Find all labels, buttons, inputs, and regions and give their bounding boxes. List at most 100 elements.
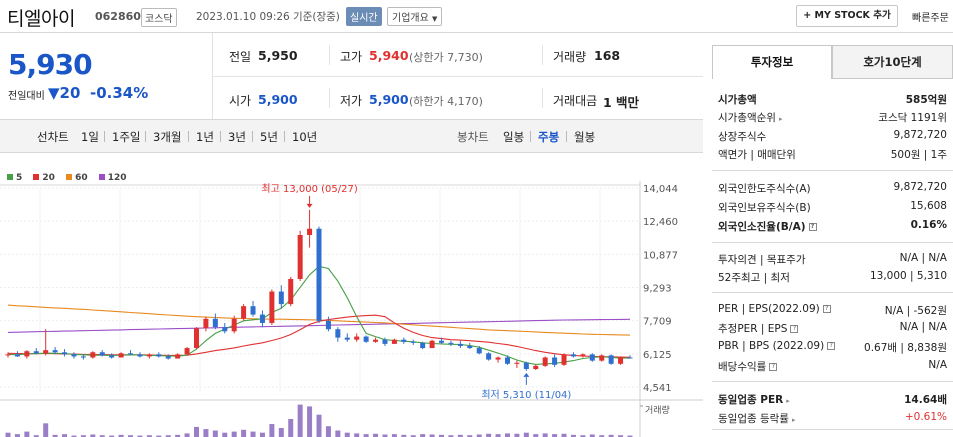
volume-bar (90, 434, 96, 437)
open-label: 시가 (229, 94, 252, 108)
candle-body (118, 353, 124, 358)
candle-body (344, 337, 350, 340)
candle-body (259, 314, 265, 323)
tab-order-book[interactable]: 호가10단계 (832, 45, 953, 79)
candle-weekly[interactable]: 주봉 (538, 130, 560, 144)
volume-bar (269, 424, 275, 437)
volume-bar (533, 434, 539, 437)
candle-body (373, 339, 379, 342)
candle-body (71, 354, 77, 357)
volume-bar (128, 435, 134, 437)
help-icon[interactable]: ? (808, 223, 817, 231)
volume-bar (24, 431, 30, 437)
candle-body (288, 278, 294, 305)
company-overview-label: 기업개요 (392, 13, 429, 24)
candle-body (335, 329, 341, 338)
period-1w[interactable]: 1주일 (112, 130, 141, 144)
realtime-badge[interactable]: 실시간 (346, 7, 382, 26)
low-annotation: 최저 5,310 (11/04) (481, 389, 571, 401)
volume-bar (212, 430, 218, 437)
period-5y[interactable]: 5년 (260, 130, 278, 144)
candle-body (391, 339, 397, 344)
candle-body (146, 354, 152, 357)
volume-bar (184, 433, 190, 437)
candle-body (307, 228, 313, 235)
period-3m[interactable]: 3개월 (153, 130, 182, 144)
invest-row-value: 9,872,720 (893, 181, 947, 193)
period-10y[interactable]: 10년 (292, 130, 318, 144)
candle-body (523, 362, 529, 370)
volume-bar (325, 426, 331, 437)
volume-bar (307, 406, 313, 437)
ma20-legend: 20 (33, 173, 55, 183)
ma120-legend: 120 (98, 173, 127, 183)
candle-body (203, 318, 209, 329)
volume-bar (570, 434, 576, 437)
lower-limit: (하한가 4,170) (409, 95, 483, 108)
candle-monthly[interactable]: 월봉 (574, 130, 596, 144)
period-3y[interactable]: 3년 (228, 130, 246, 144)
help-icon[interactable]: ? (769, 363, 778, 371)
invest-row-value: 13,000 | 5,310 (869, 270, 947, 282)
volume-bar (363, 434, 369, 437)
invest-row-value: 9,872,720 (893, 129, 947, 141)
invest-row-value: N/A (928, 359, 947, 371)
volume-label: 거래량 (553, 50, 587, 64)
prev-close-label: 전일 (229, 50, 252, 64)
volume-bar (33, 435, 39, 437)
invest-info-panel: 투자정보 호가10단계 시가총액 585억원 시가총액순위 ▸ 코스닥 1191위 상장주… (712, 45, 953, 437)
volume-bar (175, 434, 181, 437)
candle-body (542, 357, 548, 366)
candle-body (269, 291, 275, 323)
invest-row-value: N/A | N/A (899, 321, 947, 333)
candle-body (354, 336, 360, 340)
help-icon[interactable]: ? (790, 325, 799, 333)
candle-body (552, 357, 558, 365)
invest-row-value: N/A | N/A (899, 252, 947, 264)
caret-right-icon: ▸ (786, 397, 790, 405)
volume-bar (62, 434, 68, 437)
candle-body (109, 355, 115, 358)
invest-row-value: 코스닥 1191위 (878, 112, 947, 124)
candle-body (5, 354, 11, 356)
invest-row-label: 추정PER | EPS? (718, 321, 799, 336)
invest-row-label: 액면가 | 매매단위 (718, 149, 796, 161)
volume-bar (99, 435, 105, 437)
candle-daily[interactable]: 일봉 (503, 130, 525, 144)
invest-row-label: 투자의견 | 목표주가 (718, 254, 806, 266)
candle-body (14, 354, 20, 357)
quote-summary: 5,930 전일대비 ▼20 -0.34% 전일 5,950 고가 5,940 … (0, 33, 703, 119)
volume-value: 168 (594, 48, 621, 63)
current-price: 5,930 (8, 48, 93, 81)
volume-bar (552, 434, 558, 437)
candle-body (137, 354, 143, 357)
add-my-stock-button[interactable]: + MY STOCK 추가 (796, 5, 898, 27)
help-icon[interactable]: ? (822, 305, 831, 313)
invest-row-label: 동일업종 등락률 ▸ (718, 413, 796, 425)
invest-row-value: +0.61% (904, 411, 947, 423)
tab-invest-info[interactable]: 투자정보 (712, 45, 832, 79)
candle-body (363, 336, 369, 342)
company-overview-button[interactable]: 기업개요 ▼ (387, 7, 443, 26)
period-1y[interactable]: 1년 (196, 130, 214, 144)
period-1d[interactable]: 1일 (81, 130, 99, 144)
candle-body (24, 351, 30, 357)
quote-datetime: 2023.01.10 09:26 기준(장중) (196, 11, 340, 23)
y-tick-label: 14,044 (643, 184, 678, 195)
ma120-line (7, 318, 631, 333)
price-chart[interactable]: 14,044 12,460 10,877 9,293 7,709 6,125 4,541 거… (0, 153, 703, 437)
quick-order-link[interactable]: 빠른주문 (912, 13, 949, 24)
help-icon[interactable]: ? (827, 342, 836, 350)
volume-bar (354, 433, 360, 437)
chart-period-bar: 선차트 1일 1주일 3개월 1년 3년 5년 10년 봉차트 일봉 주봉 월봉 (0, 119, 703, 153)
volume-bar (618, 435, 624, 437)
invest-row-label: 동일업종 PER ▸ (718, 394, 790, 406)
y-tick-label: 6,125 (643, 350, 672, 361)
volume-bar (193, 426, 199, 437)
candle-chart-label: 봉차트 (457, 130, 489, 144)
volume-bar (335, 430, 341, 437)
market-badge: 코스닥 (141, 8, 177, 27)
invest-row-label: PBR | BPS (2022.09)? (718, 340, 836, 352)
volume-bar (382, 434, 388, 437)
volume-bar (580, 435, 586, 437)
